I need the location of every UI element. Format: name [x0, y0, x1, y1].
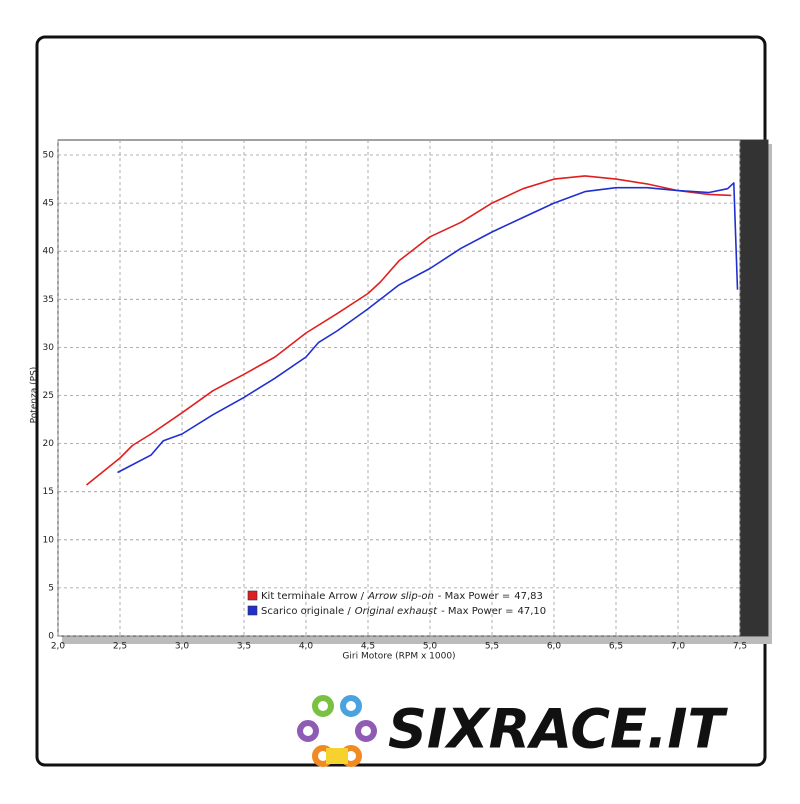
- legend-text: Kit terminale Arrow /: [261, 591, 365, 602]
- y-tick-label: 30: [43, 343, 55, 353]
- x-tick-label: 5,5: [485, 642, 499, 652]
- logo-text: SIXRACE.IT: [388, 698, 728, 761]
- legend-text: Arrow slip-on: [367, 591, 434, 602]
- y-tick-label: 25: [43, 391, 54, 401]
- x-tick-label: 2,5: [113, 642, 127, 652]
- y-tick-label: 50: [43, 151, 55, 161]
- plot-area: [57, 139, 741, 637]
- legend-swatch: [247, 590, 258, 601]
- legend-text: 47,10: [518, 606, 547, 617]
- x-tick-label: 2,0: [51, 642, 66, 652]
- x-tick-label: 6,5: [609, 642, 623, 652]
- legend-entry: Scarico originale / Original exhaust - Max…: [261, 606, 546, 617]
- y-axis-title: Potenza (PS): [30, 367, 40, 424]
- y-tick-label: 35: [43, 295, 54, 305]
- y-tick-label: 10: [43, 535, 55, 545]
- series-line: [117, 182, 739, 474]
- x-tick-label: 5,0: [423, 642, 438, 652]
- legend-text: Original exhaust: [355, 606, 438, 617]
- legend-text: - Max Power =: [441, 606, 513, 617]
- x-tick-label: 4,0: [299, 642, 314, 652]
- x-tick-label: 3,5: [237, 642, 251, 652]
- x-tick-label: 4,5: [361, 642, 375, 652]
- x-axis-title: Giri Motore (RPM x 1000): [342, 652, 455, 662]
- series-line: [85, 175, 732, 486]
- legend-text: Scarico originale /: [261, 606, 351, 617]
- x-tick-label: 3,0: [175, 642, 190, 652]
- x-tick-label: 6,0: [547, 642, 562, 652]
- legend-entry: Kit terminale Arrow / Arrow slip-on - Max …: [261, 591, 543, 602]
- logo-chain: [297, 695, 377, 767]
- legend-text: 47,83: [514, 591, 543, 602]
- y-tick-label: 0: [48, 632, 54, 642]
- y-tick-label: 45: [43, 199, 54, 209]
- side-panel: [740, 140, 768, 636]
- y-tick-label: 40: [43, 247, 55, 257]
- y-tick-label: 15: [43, 487, 54, 497]
- x-tick-label: 7,5: [733, 642, 747, 652]
- x-tick-label: 7,0: [671, 642, 686, 652]
- legend-swatch: [247, 605, 258, 616]
- y-tick-label: 20: [43, 439, 55, 449]
- legend-text: - Max Power =: [438, 591, 510, 602]
- y-tick-label: 5: [48, 583, 54, 593]
